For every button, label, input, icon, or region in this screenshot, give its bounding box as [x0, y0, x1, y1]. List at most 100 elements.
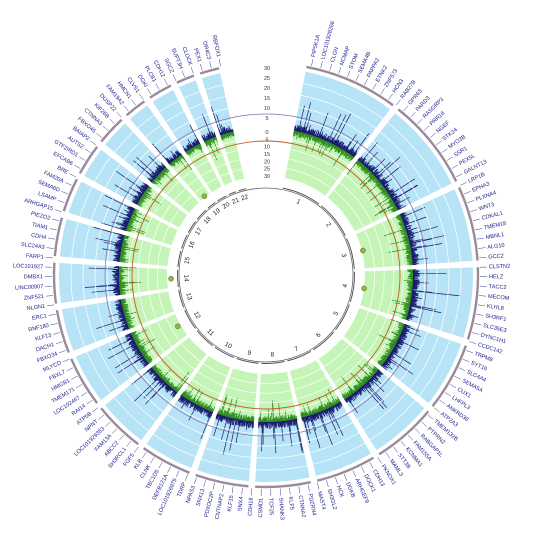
- outer-bar: [368, 379, 374, 386]
- gene-connector: [131, 99, 136, 106]
- inner-bar: [360, 379, 366, 384]
- inner-tick-label: 10: [264, 145, 270, 151]
- outer-bar: [117, 304, 123, 306]
- inner-bar: [229, 413, 232, 418]
- outer-bar: [342, 145, 346, 150]
- inner-bar: [363, 166, 366, 170]
- outer-bar: [159, 379, 164, 384]
- outer-bar: [382, 364, 386, 367]
- inner-bar: [240, 415, 242, 420]
- inner-bar: [352, 390, 355, 393]
- inner-bar: [131, 333, 135, 336]
- outer-bar: [406, 231, 412, 235]
- outer-bar: [402, 220, 406, 223]
- outer-bar: [109, 284, 120, 286]
- gene-connector: [478, 247, 486, 249]
- inner-bar: [161, 375, 166, 380]
- inner-bar: [228, 413, 231, 418]
- inner-bar: [142, 194, 151, 200]
- outer-bar: [394, 200, 401, 205]
- outer-bar: [372, 376, 374, 379]
- inner-bar: [365, 170, 370, 175]
- inner-bar: [387, 193, 390, 196]
- outer-bar: [360, 161, 362, 163]
- chr-tick-arc-19: [207, 202, 216, 209]
- outer-bar: [398, 337, 401, 339]
- outer-bar: [129, 340, 135, 344]
- inner-bar: [327, 142, 331, 148]
- inner-bar: [323, 406, 326, 410]
- outer-bar: [411, 292, 417, 295]
- inner-bar: [406, 245, 411, 247]
- inner-bar: [155, 177, 160, 181]
- inner-bar: [183, 391, 188, 398]
- inner-bar: [123, 236, 128, 239]
- inner-bar: [296, 131, 298, 136]
- outer-bar: [229, 130, 231, 133]
- outer-bar: [410, 303, 417, 305]
- outer-bar: [396, 204, 403, 209]
- outer-bar: [318, 112, 329, 138]
- inner-bar: [171, 162, 176, 167]
- karyotype-arc-chr18: [100, 118, 123, 143]
- inner-bar: [327, 406, 329, 409]
- outer-bar: [410, 248, 414, 250]
- inner-bar: [167, 381, 171, 385]
- outer-bar: [383, 362, 387, 365]
- inner-bar: [388, 195, 391, 198]
- outer-bar: [370, 378, 373, 382]
- outer-bar: [368, 167, 371, 171]
- gene-connector: [222, 484, 225, 492]
- inner-bar: [403, 307, 410, 310]
- inner-bar: [321, 139, 324, 143]
- outer-bar: [411, 255, 419, 257]
- outer-bar: [159, 380, 165, 386]
- outer-bar: [117, 307, 123, 310]
- inner-bar: [404, 310, 409, 313]
- outer-bar: [154, 170, 160, 175]
- outer-bar: [200, 411, 213, 440]
- gene-connector: [126, 440, 132, 447]
- inner-bar: [141, 195, 147, 200]
- inner-bar: [378, 181, 380, 184]
- inner-bar: [334, 145, 337, 149]
- outer-bar: [287, 420, 293, 447]
- inner-bar: [131, 333, 136, 336]
- outer-bar: [374, 171, 380, 177]
- inner-bar: [169, 163, 173, 167]
- outer-bar: [162, 166, 165, 169]
- inner-bar: [123, 311, 127, 313]
- outer-bar: [373, 374, 377, 378]
- inner-bar: [284, 415, 286, 421]
- gene-connector: [338, 67, 342, 74]
- inner-bar: [343, 394, 347, 399]
- outer-bar: [207, 411, 212, 418]
- outer-bar: [190, 401, 192, 403]
- outer-bar: [351, 394, 354, 397]
- outer-bar: [170, 158, 174, 162]
- outer-bar: [117, 233, 125, 236]
- inner-bar: [184, 392, 188, 398]
- inner-band-chr14: [119, 266, 168, 295]
- outer-bar: [180, 396, 184, 400]
- outer-bar: [141, 355, 144, 357]
- outer-bar: [130, 343, 137, 348]
- inner-bar: [141, 196, 147, 200]
- inner-bar: [389, 348, 393, 351]
- outer-bar: [347, 396, 352, 403]
- outer-bar: [164, 384, 169, 389]
- outer-bar: [343, 148, 345, 151]
- outer-bar: [142, 358, 146, 362]
- outer-bar: [182, 398, 187, 404]
- outer-bar: [393, 346, 397, 349]
- inner-bar: [160, 172, 165, 177]
- inner-bar: [398, 324, 404, 327]
- outer-bar: [389, 353, 394, 357]
- inner-bar: [347, 390, 352, 395]
- inner-bar: [290, 414, 293, 420]
- inner-bar: [162, 170, 165, 173]
- inner-bar: [405, 244, 410, 246]
- highlight-marker-0: [360, 247, 366, 254]
- outer-bar: [184, 399, 189, 406]
- inner-bar: [319, 406, 322, 412]
